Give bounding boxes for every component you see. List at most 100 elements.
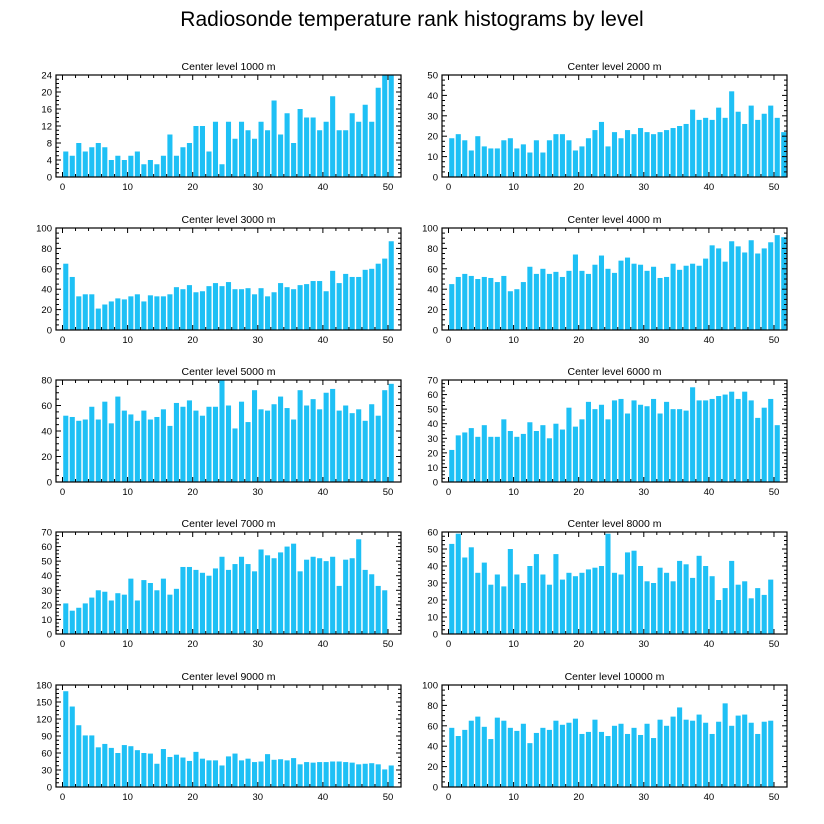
bar: [193, 126, 199, 177]
bar: [225, 569, 232, 634]
bar: [488, 584, 494, 634]
bar: [258, 288, 264, 330]
bar: [245, 130, 251, 177]
bar: [252, 294, 258, 330]
bar: [225, 121, 232, 177]
bar: [265, 130, 271, 177]
panel-7: Center level 7000 m 0 10 20 30 40 50 0 10 20 30 40 5…: [41, 518, 402, 650]
bar: [664, 725, 670, 787]
bar: [696, 265, 702, 330]
bar: [225, 405, 232, 482]
panel-6: Center level 6000 m 0 10 20 30 40 50 0 10 20 30 40 5…: [427, 366, 788, 498]
bar: [768, 720, 774, 787]
x-tick-label: 50: [383, 182, 394, 193]
bar: [362, 763, 368, 787]
y-tick-label: 80: [427, 701, 438, 712]
y-tick-label: 80: [41, 244, 52, 255]
bar: [670, 581, 676, 634]
bar: [475, 136, 481, 177]
bar: [488, 277, 494, 330]
bar: [651, 266, 657, 330]
bar: [520, 144, 526, 177]
x-tick-label: 20: [573, 335, 584, 346]
bar: [134, 750, 140, 787]
bar: [147, 295, 153, 330]
x-tick-label: 10: [508, 487, 519, 498]
x-tick-label: 10: [508, 639, 519, 650]
bar: [69, 706, 75, 787]
bar: [317, 281, 323, 330]
bar: [468, 547, 474, 634]
bar: [278, 396, 284, 482]
x-tick-label: 20: [573, 487, 584, 498]
bar: [618, 574, 624, 634]
x-tick-label: 40: [704, 487, 715, 498]
bar: [128, 155, 134, 177]
x-tick-label: 50: [383, 639, 394, 650]
bar: [186, 760, 192, 787]
bar: [520, 282, 526, 330]
x-tick-label: 50: [383, 792, 394, 803]
x-tick-label: 30: [639, 182, 650, 193]
bar: [716, 600, 722, 634]
bar: [644, 581, 650, 634]
bar: [455, 533, 461, 634]
panel-title: Center level 5000 m: [182, 366, 276, 378]
bar: [154, 296, 160, 330]
bar: [147, 753, 153, 787]
bar: [527, 152, 533, 177]
bar: [141, 164, 147, 177]
x-tick-label: 10: [122, 335, 133, 346]
x-tick-label: 50: [769, 335, 780, 346]
y-tick-label: 40: [427, 742, 438, 753]
y-tick-label: 0: [433, 478, 438, 489]
bar: [462, 729, 468, 787]
bar: [488, 739, 494, 787]
bar: [527, 422, 533, 482]
bar: [657, 277, 663, 330]
bar: [252, 390, 258, 482]
bar: [501, 140, 507, 177]
bar: [553, 720, 559, 787]
bar: [343, 130, 349, 177]
bar: [624, 552, 631, 634]
bar: [167, 594, 173, 634]
bar: [356, 276, 362, 330]
bar: [670, 128, 676, 177]
bar: [507, 291, 513, 330]
bar: [761, 721, 767, 787]
bar: [774, 117, 780, 177]
y-tick-label: 20: [41, 305, 52, 316]
bar: [585, 731, 591, 787]
bar: [349, 276, 355, 330]
bar: [317, 558, 323, 634]
bar: [768, 105, 774, 177]
bar: [605, 146, 611, 177]
bar: [265, 754, 271, 787]
panel-title: Center level 2000 m: [568, 61, 662, 73]
panel-title: Center level 10000 m: [565, 671, 665, 683]
bar: [193, 751, 199, 787]
bar: [585, 273, 591, 330]
bar: [323, 561, 329, 634]
bar: [690, 720, 696, 787]
bar: [527, 743, 533, 787]
bar: [677, 707, 683, 787]
bar: [212, 121, 219, 177]
bar: [481, 562, 487, 634]
y-tick-label: 0: [47, 326, 52, 337]
bar: [742, 714, 748, 787]
bar: [722, 261, 728, 330]
bar: [696, 714, 702, 787]
y-tick-label: 12: [41, 122, 52, 133]
bar: [154, 763, 160, 787]
x-tick-label: 40: [318, 792, 329, 803]
bar: [252, 138, 258, 177]
bar: [572, 426, 578, 482]
bar: [160, 409, 166, 482]
bar: [585, 138, 591, 177]
bar: [579, 733, 585, 787]
bar: [553, 423, 559, 482]
y-tick-label: 0: [47, 630, 52, 641]
